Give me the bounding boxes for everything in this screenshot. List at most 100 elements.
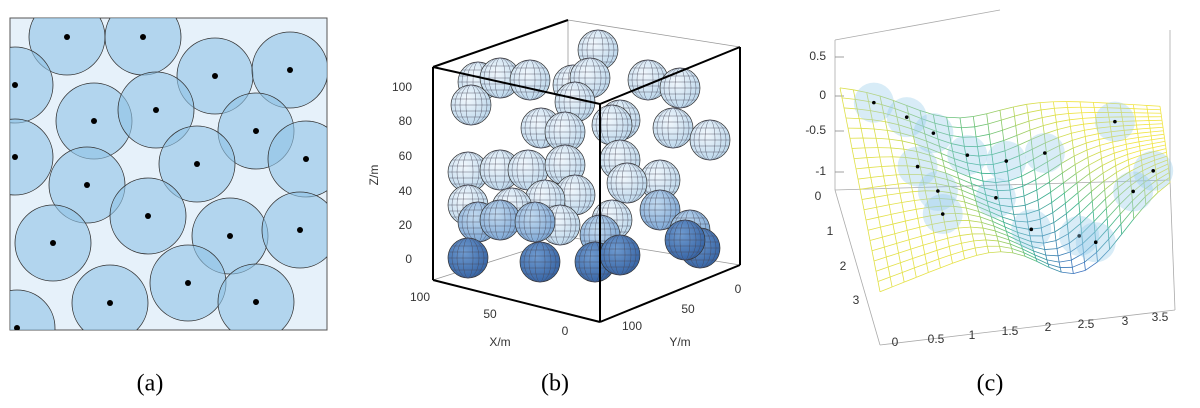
surface-mesh [1031,133,1045,140]
surface-mesh [1058,145,1061,155]
surface-mesh [943,221,947,231]
coverage-circle [71,264,149,330]
surface-mesh [977,205,990,213]
x-tick-label: 1.5 [1002,324,1019,338]
panel-label: (a) [137,371,164,397]
surface-mesh [997,240,1000,247]
surface-mesh [1054,115,1057,123]
z-tick-label: 0 [819,88,826,102]
surface-mesh [914,143,929,149]
surface-mesh [876,207,879,218]
surface-mesh [1014,220,1017,228]
surface-mesh [1081,221,1095,235]
surface-mesh [1165,144,1167,149]
surface-mesh [924,190,928,200]
surface-mesh [841,97,845,109]
surface-mesh [896,173,910,176]
surface-mesh [892,156,895,166]
surface-mesh [1034,169,1037,180]
surface-mesh [1020,245,1023,250]
surface-mesh [1042,231,1055,237]
surface-mesh [1058,132,1072,138]
surface-mesh [1045,255,1048,260]
surface-mesh [966,207,979,212]
surface-mesh [1071,140,1074,149]
surface-mesh [951,143,965,147]
surface-mesh [988,206,1002,212]
surface-mesh [917,215,931,219]
surface-mesh [873,256,887,262]
surface-mesh [1126,145,1140,150]
surface-mesh [1054,107,1068,109]
surface-mesh [1108,223,1122,240]
sphere-mesh [513,59,547,101]
surface-mesh [952,199,965,203]
surface-mesh [939,198,953,200]
surface-mesh [931,224,935,234]
surface-mesh [1038,209,1041,220]
surface-mesh [863,206,877,211]
surface-mesh [908,239,912,250]
surface-mesh [882,233,895,238]
surface-mesh [1073,142,1087,149]
surface-mesh [937,190,951,194]
surface-mesh [860,128,864,139]
sphere-mesh [663,67,697,109]
surface-mesh [882,237,885,248]
surface-mesh [1004,226,1007,232]
surface-mesh [904,220,908,231]
surface-mesh [1084,262,1086,271]
surface-mesh [975,245,988,249]
surface-mesh [998,198,1001,206]
surface-mesh [1121,218,1135,235]
surface-mesh [1151,137,1165,141]
surface-mesh [971,233,975,241]
surface-mesh [988,206,991,212]
node-dot [140,34,146,40]
surface-mesh [952,151,955,159]
surface-mesh [1002,130,1005,141]
surface-mesh [1051,192,1065,203]
surface-mesh [918,159,921,167]
surface-mesh [1052,101,1055,109]
surface-mesh [1006,155,1020,162]
surface-mesh [1036,181,1050,191]
surface-mesh [1084,251,1097,263]
surface-mesh [1057,255,1060,263]
surface-mesh [1048,171,1050,182]
node-dot [253,299,259,305]
surface-mesh [883,175,886,186]
surface-mesh [1017,232,1020,238]
surface-mesh [1129,164,1143,172]
surface-mesh [976,133,990,138]
surface-mesh [1114,159,1117,166]
surface-mesh [980,163,994,166]
surface-mesh [923,182,937,185]
x-tick-label: 3 [1122,314,1129,328]
surface-mesh [851,148,855,159]
surface-mesh [1086,149,1089,158]
surface-mesh [1000,211,1003,218]
surface-mesh [1142,176,1145,183]
surface-mesh [940,153,944,161]
surface-mesh [931,161,945,168]
surface-mesh [934,241,938,251]
surface-mesh [1044,248,1058,250]
axis-line [879,309,1176,346]
surface-mesh [898,124,901,133]
surface-mesh [1138,135,1152,138]
surface-mesh [1149,123,1163,125]
surface-mesh [901,200,915,203]
surface-mesh [1028,117,1043,122]
surface-mesh [1166,156,1168,161]
surface-mesh [1049,172,1063,183]
surface-mesh [1118,195,1120,205]
surface-mesh [852,89,856,100]
surface-mesh [1083,253,1085,263]
surface-mesh [867,230,871,241]
surface-mesh [942,160,945,167]
surface-mesh [1042,114,1056,118]
surface-mesh [1068,112,1082,114]
surface-mesh [1152,144,1166,149]
surface-mesh [920,166,934,170]
